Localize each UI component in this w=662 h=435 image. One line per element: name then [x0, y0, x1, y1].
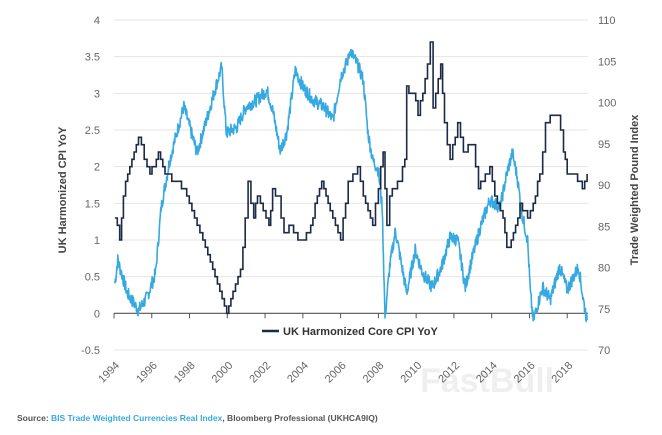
left-tick-label: 2 — [94, 162, 100, 174]
right-tick-label: 105 — [598, 56, 616, 68]
series-lines — [114, 41, 588, 323]
right-axis-ticks: 110 105 100 95 90 85 80 75 70 — [598, 15, 616, 357]
right-tick-label: 70 — [598, 345, 610, 357]
left-tick-label: 1 — [94, 235, 100, 247]
x-tick-label: 1994 — [96, 360, 122, 386]
right-tick-label: 75 — [598, 304, 610, 316]
legend-label: UK Harmonized Core CPI YoY — [283, 326, 439, 338]
x-tick-label: 2006 — [323, 360, 349, 386]
right-tick-label: 100 — [598, 98, 616, 110]
watermark-logo: FastBull — [420, 362, 554, 400]
x-tick-label: 2004 — [285, 360, 311, 386]
x-tick-label: 1998 — [172, 360, 198, 386]
left-tick-label: 0 — [94, 308, 100, 320]
source-prefix: Source: — [17, 413, 51, 423]
source-note: Source: BIS Trade Weighted Currencies Re… — [17, 413, 378, 423]
right-tick-label: 85 — [598, 221, 610, 233]
series-line-uk-core-cpi — [114, 41, 588, 315]
right-tick-label: 110 — [598, 15, 616, 27]
left-axis-ticks: 4 3.5 3 2.5 2 1.5 1 0.5 0 -0.5 — [81, 15, 100, 357]
right-tick-label: 80 — [598, 263, 610, 275]
left-tick-label: 3 — [94, 88, 100, 100]
gridlines — [114, 19, 588, 351]
x-tick-label: 2008 — [361, 360, 387, 386]
x-tick-label: 2000 — [210, 360, 236, 386]
left-tick-label: 0.5 — [85, 272, 100, 284]
left-tick-label: 2.5 — [85, 125, 100, 137]
left-axis-label: UK Harmonized CPI YoY — [57, 126, 69, 253]
x-tick-label: 1996 — [134, 360, 160, 386]
right-tick-label: 95 — [598, 139, 610, 151]
series-line-trade-weighted-pound — [114, 48, 588, 323]
legend: UK Harmonized Core CPI YoY — [262, 326, 439, 338]
left-tick-label: -0.5 — [81, 345, 100, 357]
left-tick-label: 4 — [94, 15, 100, 27]
right-axis-label: Trade Weighted Pound Index — [629, 114, 641, 266]
source-suffix: , Bloomberg Professional (UKHCA9IQ) — [222, 413, 378, 423]
left-tick-label: 1.5 — [85, 198, 100, 210]
x-tick-label: 2002 — [247, 360, 273, 386]
left-tick-label: 3.5 — [85, 52, 100, 64]
right-tick-label: 90 — [598, 180, 610, 192]
source-link[interactable]: BIS Trade Weighted Currencies Real Index — [51, 413, 223, 423]
